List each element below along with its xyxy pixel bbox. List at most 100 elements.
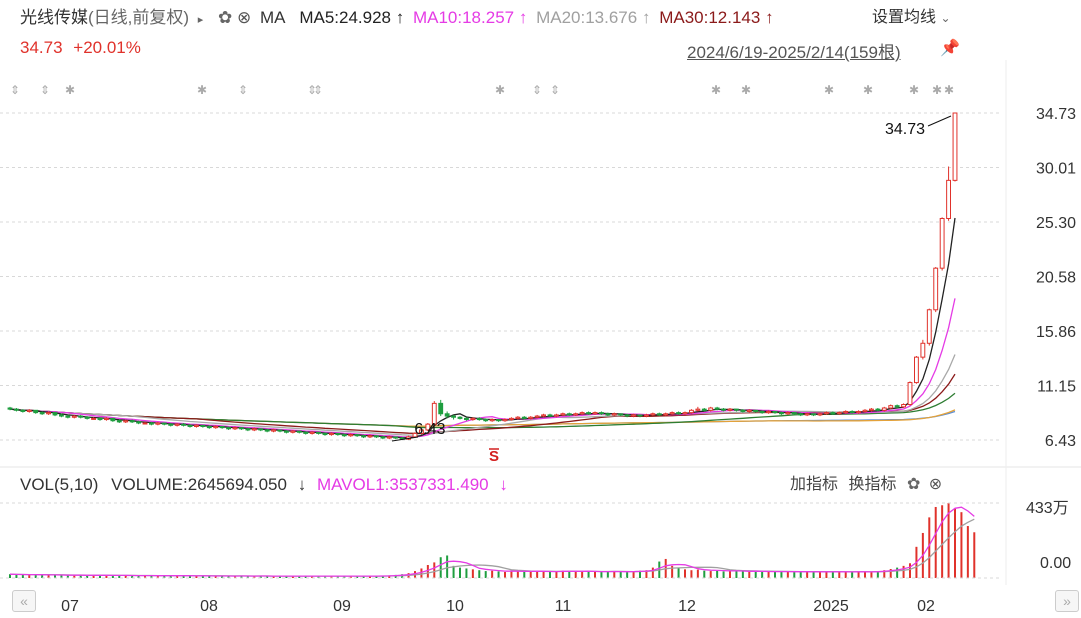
volume-ma-lines: [0, 502, 1000, 579]
candle-body: [894, 405, 900, 408]
candle-body: [547, 414, 553, 417]
volume-bar: [279, 576, 281, 578]
close-icon[interactable]: ⊗: [928, 476, 943, 493]
x-tick-label: 2025: [813, 598, 849, 615]
volume-bar: [150, 575, 153, 578]
volume-bar: [555, 571, 558, 578]
x-tick-label: 07: [61, 598, 79, 615]
volume-bar: [234, 576, 236, 578]
candle-body: [161, 422, 167, 425]
scroll-left-button[interactable]: «: [12, 590, 36, 612]
add-indicator-button[interactable]: 加指标: [790, 476, 839, 493]
volume-bar: [651, 567, 654, 578]
volume-bar: [92, 575, 95, 578]
ma30-value: MA30:12.143: [659, 8, 761, 27]
candle-body: [586, 412, 592, 415]
switch-indicator-button[interactable]: 换指标: [848, 476, 897, 493]
candle-body: [46, 412, 51, 415]
volume-bar: [870, 571, 873, 578]
candle-body: [534, 415, 540, 418]
candle-body: [91, 417, 97, 420]
mavol-value: MAVOL1:3537331.490: [316, 475, 489, 494]
pin-icon[interactable]: 📌: [940, 40, 960, 57]
ma-lines: [9, 217, 956, 439]
candle-body: [592, 412, 598, 415]
volume-bar: [330, 576, 333, 578]
volume-bar: [857, 571, 860, 578]
candle-body: [849, 410, 855, 414]
gear-icon[interactable]: ✿: [218, 8, 233, 27]
close-icon[interactable]: ⊗: [237, 8, 252, 27]
candle-body: [78, 415, 84, 418]
y-tick-label: 15.86: [1036, 324, 1076, 341]
volume-bar: [47, 575, 50, 578]
candle-body: [264, 429, 270, 432]
candle-body: [309, 431, 315, 434]
volume-bar: [240, 575, 243, 578]
volume-bar: [118, 575, 121, 578]
candle-body: [258, 428, 264, 431]
volume-bar: [799, 571, 802, 578]
volume-bar: [793, 572, 796, 578]
gear-icon[interactable]: ✿: [906, 476, 921, 493]
expand-arrow-icon[interactable]: ▸: [197, 14, 204, 26]
candle-body: [650, 413, 656, 416]
candle-body: [721, 408, 727, 411]
event-marker: ✱: [824, 83, 834, 97]
candle-body: [226, 427, 231, 430]
candle-body: [316, 431, 321, 434]
volume-bar: [349, 576, 352, 578]
volume-bar: [79, 575, 82, 578]
volume-bar: [426, 565, 429, 578]
candle-body: [926, 309, 932, 344]
candle-body: [213, 425, 219, 429]
volume-bar: [169, 575, 172, 578]
volume-bar: [324, 576, 326, 578]
y-tick-label: 11.15: [1037, 379, 1076, 396]
candle-body: [431, 402, 437, 425]
volume-bar: [729, 571, 731, 578]
candle-body: [348, 434, 354, 437]
volume-bar: [716, 570, 719, 578]
candle-body: [219, 425, 225, 429]
volume-bar: [941, 505, 944, 578]
candle-body: [20, 409, 26, 412]
volume-bar: [960, 512, 963, 578]
ma10-value: MA10:18.257: [412, 8, 515, 27]
x-tick-label: 10: [446, 598, 464, 615]
candle-body: [701, 408, 707, 411]
candle-body: [528, 416, 534, 419]
candle-body: [496, 419, 501, 422]
ma-settings-button[interactable]: 设置均线 ⌄: [872, 6, 951, 30]
low-annotation: 6.43: [414, 421, 445, 438]
annotations: 34.73 6.43 S: [391, 115, 952, 465]
y-tick-label: 30.01: [1036, 161, 1076, 178]
volume-bar: [336, 575, 339, 578]
volume-bar: [883, 570, 886, 578]
volume-bar: [253, 576, 256, 578]
volume-bar: [156, 575, 159, 578]
volume-arrow: ↓: [297, 475, 307, 494]
candle-body: [341, 434, 347, 437]
volume-bar: [806, 571, 809, 578]
candle-body: [149, 422, 154, 425]
mavol-arrow: ↓: [499, 475, 508, 494]
candle-body: [386, 436, 392, 439]
high-arrow: [927, 115, 952, 127]
ma5-line: [9, 217, 956, 439]
candle-body: [97, 417, 103, 421]
scroll-right-button[interactable]: »: [1055, 590, 1079, 612]
event-marker: ✱: [197, 83, 207, 97]
candle-body: [521, 416, 527, 419]
volume-bar: [420, 568, 423, 578]
volume-bar: [272, 576, 275, 578]
volume-bar: [176, 575, 179, 578]
candle-body: [914, 356, 919, 384]
mavol5-line: [9, 506, 975, 577]
high-annotation: 34.73: [885, 121, 925, 138]
date-range[interactable]: 2024/6/19-2025/2/14(159根): [687, 38, 901, 63]
event-marker: ⇕: [307, 83, 317, 97]
stock-name: 光线传媒: [20, 8, 88, 27]
candle-body: [367, 435, 373, 438]
